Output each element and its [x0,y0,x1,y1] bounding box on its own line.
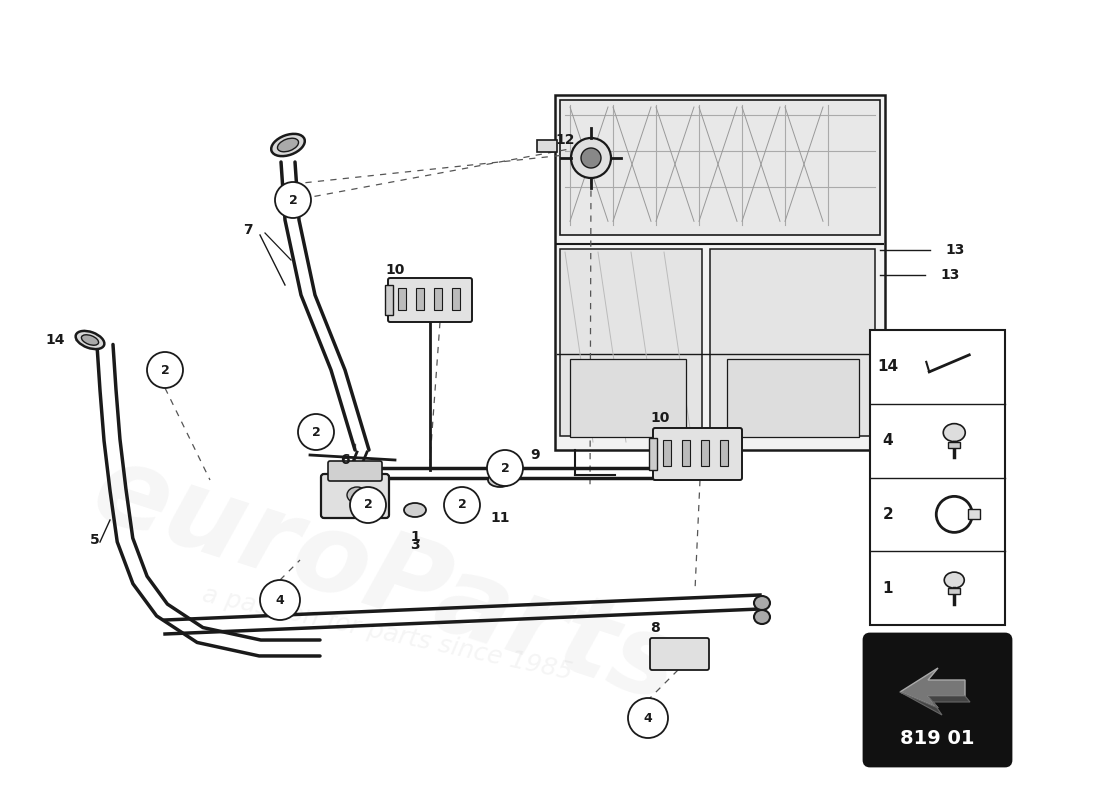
Text: 2: 2 [288,194,297,206]
Text: euroParts: euroParts [80,435,692,725]
Text: 13: 13 [945,243,965,257]
Circle shape [350,487,386,523]
Text: 2: 2 [364,498,373,511]
Polygon shape [900,668,965,708]
Text: 2: 2 [458,498,466,511]
Text: 14: 14 [45,333,65,347]
Text: 3: 3 [410,538,420,552]
Text: 2: 2 [311,426,320,438]
Circle shape [260,580,300,620]
Text: 14: 14 [878,359,899,374]
Text: 9: 9 [530,448,540,462]
Bar [870,330,1005,625]
Bar [385,285,393,315]
Text: 1: 1 [882,581,893,596]
Polygon shape [900,692,970,715]
Text: 13: 13 [940,268,959,282]
Bar [560,100,880,235]
Text: 4: 4 [276,594,285,606]
Bar [398,288,406,310]
Bar [968,510,980,519]
Text: 10: 10 [385,263,405,277]
Ellipse shape [81,334,99,346]
Circle shape [298,414,334,450]
Text: 4: 4 [882,433,893,448]
Circle shape [275,182,311,218]
Text: 8: 8 [650,621,660,635]
Text: 10: 10 [650,411,670,425]
Text: a passion for parts since 1985: a passion for parts since 1985 [200,583,574,685]
Text: 7: 7 [243,223,253,237]
Text: 1: 1 [410,530,420,544]
Bar [416,288,424,310]
Ellipse shape [493,476,507,484]
FancyBboxPatch shape [650,638,710,670]
Bar [711,249,876,436]
Text: 11: 11 [491,511,509,525]
Text: 2: 2 [882,507,893,522]
Bar [948,442,960,448]
FancyBboxPatch shape [556,95,886,450]
Bar [663,440,671,466]
FancyBboxPatch shape [653,428,742,480]
Bar [682,440,690,466]
Bar [434,288,442,310]
FancyBboxPatch shape [321,474,389,518]
Text: 4: 4 [644,711,652,725]
Text: 2: 2 [500,462,509,474]
Text: 12: 12 [556,133,574,147]
FancyBboxPatch shape [388,278,472,322]
Ellipse shape [346,487,367,503]
Ellipse shape [277,138,298,152]
Circle shape [628,698,668,738]
Circle shape [581,148,601,168]
Ellipse shape [754,596,770,610]
Ellipse shape [404,503,426,517]
Bar [649,438,657,470]
Ellipse shape [754,610,770,624]
Circle shape [571,138,610,178]
Circle shape [147,352,183,388]
Bar [720,440,728,466]
FancyBboxPatch shape [864,634,1011,766]
Bar [570,359,685,438]
Text: 6: 6 [340,453,350,467]
Text: 819 01: 819 01 [900,729,975,748]
Circle shape [444,487,480,523]
Ellipse shape [488,473,512,487]
FancyBboxPatch shape [328,461,382,481]
Bar [727,359,859,438]
Bar [537,140,557,152]
Circle shape [487,450,522,486]
Ellipse shape [76,331,104,349]
Bar [560,249,702,436]
Ellipse shape [944,424,966,442]
Ellipse shape [944,572,965,588]
Ellipse shape [272,134,305,156]
Text: 5: 5 [90,533,100,547]
Bar [701,440,710,466]
Bar [452,288,460,310]
Text: 2: 2 [161,363,169,377]
Bar [948,588,960,594]
